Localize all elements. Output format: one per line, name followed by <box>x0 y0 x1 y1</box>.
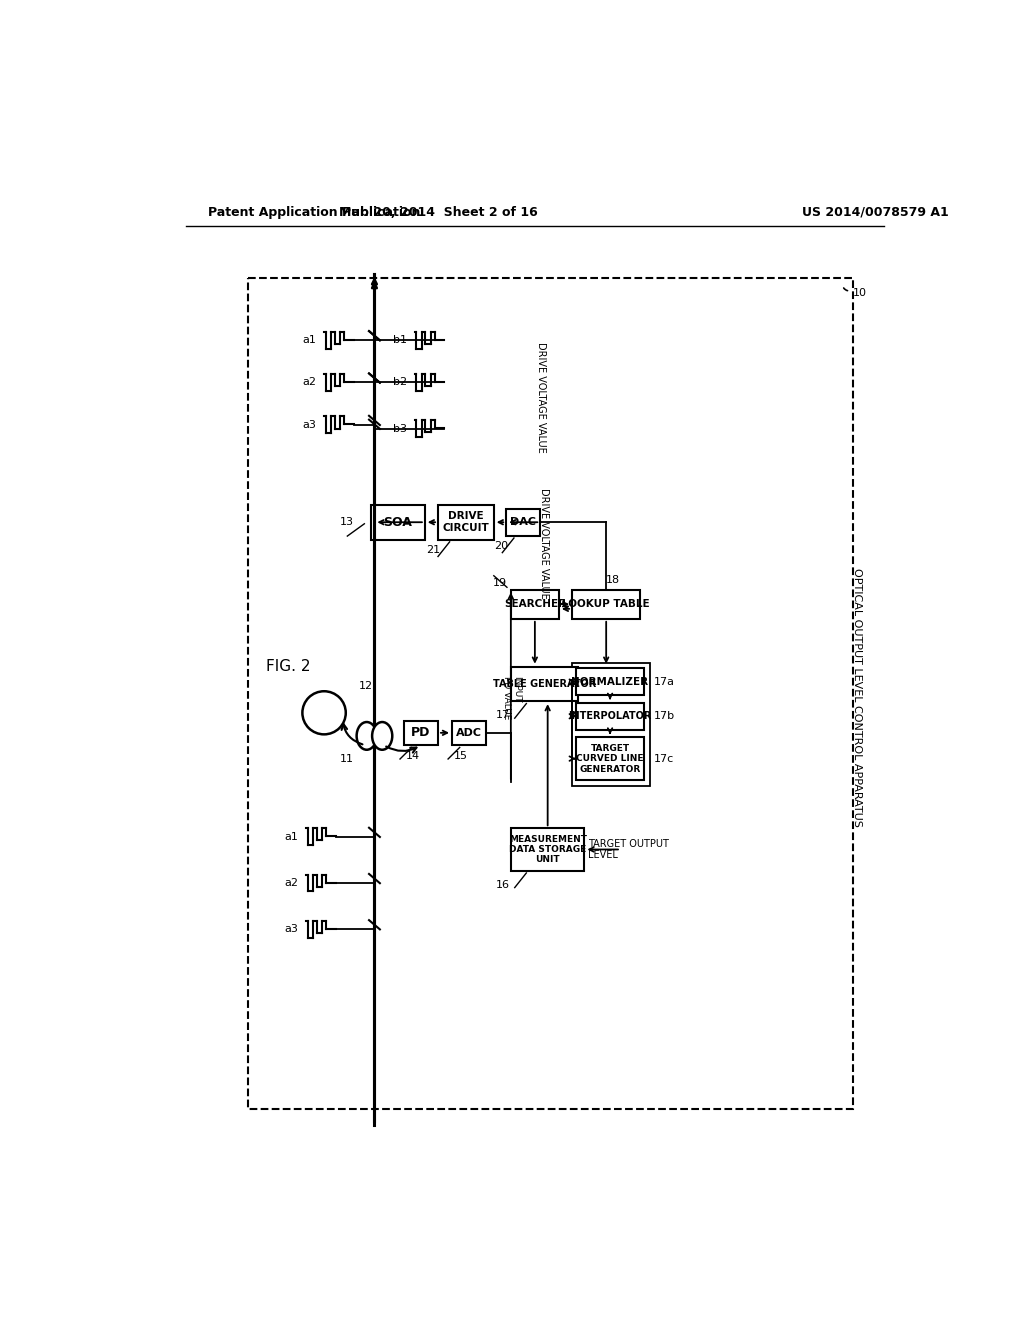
Text: a2: a2 <box>302 378 316 388</box>
Bar <box>511 590 559 619</box>
Text: TARGET
CURVED LINE
GENERATOR: TARGET CURVED LINE GENERATOR <box>577 743 644 774</box>
Text: INTERPOLATOR: INTERPOLATOR <box>568 711 651 721</box>
Text: 17b: 17b <box>653 711 675 721</box>
Text: INPUT
PD VALUE: INPUT PD VALUE <box>502 676 521 719</box>
Bar <box>572 590 640 619</box>
Text: DAC: DAC <box>510 517 537 527</box>
Text: SEARCHER: SEARCHER <box>504 599 566 610</box>
Text: b1: b1 <box>393 335 407 345</box>
Text: 17c: 17c <box>653 754 674 763</box>
Text: DRIVE VOLTAGE VALUE: DRIVE VOLTAGE VALUE <box>537 342 547 453</box>
Ellipse shape <box>372 722 392 750</box>
Text: 10: 10 <box>853 288 866 298</box>
Text: LOOKUP TABLE: LOOKUP TABLE <box>562 599 650 610</box>
Text: FIG. 2: FIG. 2 <box>266 659 310 675</box>
Text: 15: 15 <box>454 751 468 760</box>
Bar <box>452 721 486 744</box>
Text: PD: PD <box>412 726 431 739</box>
Text: DRIVE
CIRCUIT: DRIVE CIRCUIT <box>442 511 489 533</box>
Text: ADC: ADC <box>456 727 482 738</box>
Bar <box>403 721 438 744</box>
Text: Patent Application Publication: Patent Application Publication <box>208 206 420 219</box>
Bar <box>511 829 585 871</box>
Text: b2: b2 <box>393 378 407 388</box>
Text: SOA: SOA <box>383 516 412 529</box>
Text: 17a: 17a <box>653 677 675 686</box>
Text: MEASUREMENT
DATA STORAGE
UNIT: MEASUREMENT DATA STORAGE UNIT <box>509 834 587 865</box>
Text: 20: 20 <box>495 541 509 552</box>
Text: a3: a3 <box>302 420 316 430</box>
Text: 13: 13 <box>340 517 353 527</box>
Text: a1: a1 <box>285 832 299 842</box>
Text: 17: 17 <box>496 710 510 721</box>
Text: 21: 21 <box>426 545 440 556</box>
Text: b3: b3 <box>393 424 407 434</box>
Bar <box>438 506 494 540</box>
Bar <box>575 668 644 696</box>
Bar <box>506 508 541 536</box>
Text: a3: a3 <box>285 924 299 935</box>
Ellipse shape <box>356 722 377 750</box>
Text: a2: a2 <box>285 878 299 888</box>
Bar <box>575 738 644 780</box>
Bar <box>248 277 853 1109</box>
Bar <box>575 702 644 730</box>
Text: 16: 16 <box>496 879 509 890</box>
Bar <box>511 667 578 701</box>
Text: NORMALIZER: NORMALIZER <box>571 677 648 686</box>
Text: Mar. 20, 2014  Sheet 2 of 16: Mar. 20, 2014 Sheet 2 of 16 <box>339 206 538 219</box>
Text: TABLE GENERATOR: TABLE GENERATOR <box>493 678 596 689</box>
Text: DRIVE VOLTAGE VALUE: DRIVE VOLTAGE VALUE <box>539 488 549 599</box>
Text: 11: 11 <box>340 754 353 764</box>
Text: 18: 18 <box>606 576 621 585</box>
Text: 14: 14 <box>406 751 420 760</box>
Bar <box>371 506 425 540</box>
Text: 12: 12 <box>359 681 373 690</box>
Text: TARGET OUTPUT
LEVEL: TARGET OUTPUT LEVEL <box>589 838 670 861</box>
Text: US 2014/0078579 A1: US 2014/0078579 A1 <box>802 206 949 219</box>
Text: OPTICAL OUTPUT LEVEL CONTROL APPARATUS: OPTICAL OUTPUT LEVEL CONTROL APPARATUS <box>852 568 861 826</box>
Bar <box>572 663 649 785</box>
Text: 19: 19 <box>493 578 507 589</box>
Text: a1: a1 <box>302 335 316 345</box>
